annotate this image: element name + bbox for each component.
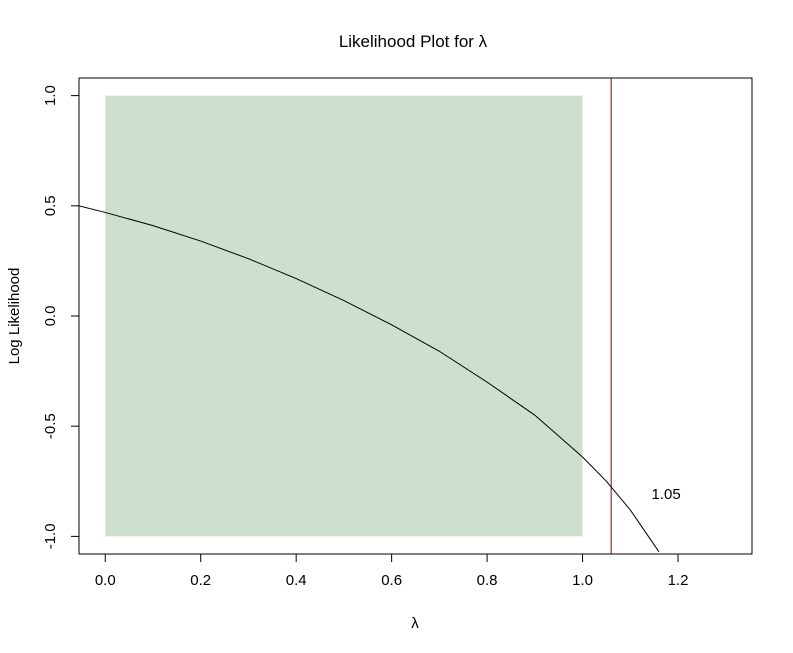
x-tick-label: 0.8: [477, 572, 498, 589]
x-tick-label: 1.2: [668, 572, 689, 589]
y-tick-label: 0.5: [42, 195, 59, 216]
shaded-interval: [105, 95, 583, 537]
plot-area: 1.05: [79, 78, 681, 554]
y-tick-label: -1.0: [42, 523, 59, 549]
likelihood-curve: [79, 205, 660, 553]
annotation-label: 1.05: [651, 486, 680, 503]
x-tick-label: 0.2: [190, 572, 211, 589]
x-tick-label: 0.0: [95, 572, 116, 589]
x-axis-label: λ: [411, 615, 419, 632]
y-tick-label: -0.5: [42, 413, 59, 439]
chart-title: Likelihood Plot for λ: [339, 32, 488, 51]
y-tick-label: 1.0: [42, 85, 59, 106]
y-axis-label: Log Likelihood: [6, 268, 23, 365]
y-axis: -1.0 -0.5 0.0 0.5 1.0: [42, 85, 80, 549]
x-axis: 0.0 0.2 0.4 0.6 0.8 1.0 1.2: [95, 553, 689, 589]
x-tick-label: 0.4: [286, 572, 307, 589]
x-tick-label: 0.6: [381, 572, 402, 589]
y-tick-label: 0.0: [42, 306, 59, 327]
x-tick-label: 1.0: [572, 572, 593, 589]
